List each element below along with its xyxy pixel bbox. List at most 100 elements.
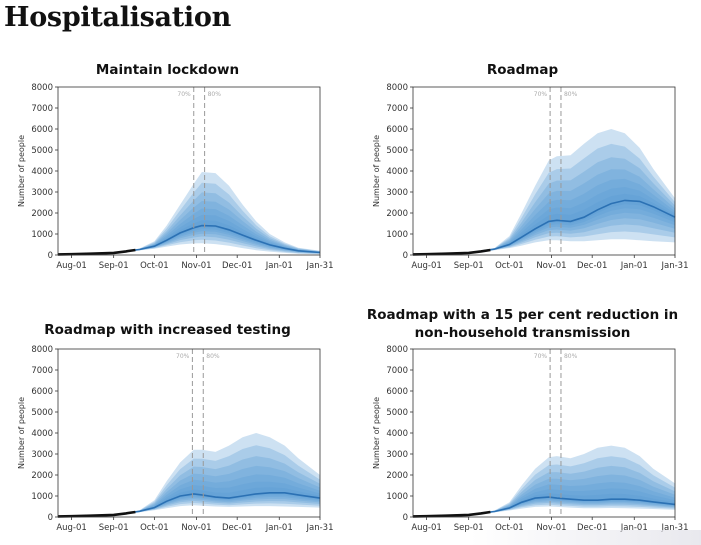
y-tick-label: 4000 <box>386 167 408 177</box>
y-axis-label: Number of people <box>372 397 381 469</box>
observed-line <box>57 510 136 518</box>
chart-title: Roadmap <box>486 62 559 78</box>
y-tick-label: 1000 <box>31 230 53 240</box>
y-tick-label: 0 <box>48 251 53 261</box>
uncertainty-band-2 <box>480 143 675 252</box>
y-tick-label: 0 <box>403 251 408 261</box>
x-tick-label: Nov-01 <box>181 261 211 271</box>
y-tick-label: 0 <box>403 513 408 523</box>
scan-fade-strip <box>470 530 701 545</box>
chart-title: Roadmap with increased testing <box>44 322 291 338</box>
chart-plot: 70% 80% 0 1000 2000 3000 4000 5000 6000 7000 8000 A… <box>17 83 334 271</box>
x-tick-label: Sep-01 <box>99 523 129 533</box>
x-tick-label: Aug-01 <box>56 523 86 533</box>
x-tick-label: Oct-01 <box>495 261 524 271</box>
y-tick-label: 6000 <box>386 387 408 397</box>
y-tick-label: 7000 <box>31 104 53 114</box>
chart-title: Maintain lockdown <box>95 62 240 78</box>
y-tick-label: 2000 <box>386 471 408 481</box>
x-tick-label: Dec-01 <box>577 261 607 271</box>
chart-title-line-2: non-household transmission <box>414 325 631 341</box>
chart-panel-reduced-transmission: Roadmap with a 15 per cent reduction in … <box>355 307 690 545</box>
y-tick-label: 8000 <box>386 345 408 355</box>
uncertainty-band-7 <box>480 493 675 514</box>
observed-line <box>57 248 136 256</box>
uncertainty-band-5 <box>125 208 321 253</box>
y-tick-label: 1000 <box>31 492 53 502</box>
y-tick-label: 8000 <box>31 345 53 355</box>
vaccination-marker-label: 70% <box>177 91 191 98</box>
uncertainty-band-4 <box>480 169 675 252</box>
x-tick-label: Jan-31 <box>661 523 689 533</box>
y-tick-label: 5000 <box>31 408 53 418</box>
x-tick-label: Jan-01 <box>620 261 648 271</box>
chart-panel-maintain-lockdown: Maintain lockdown 70% 80% 0 1000 2000 3000 400… <box>0 58 335 283</box>
vaccination-marker-label: 70% <box>534 91 548 98</box>
x-tick-label: Oct-01 <box>140 523 169 533</box>
y-axis-label: Number of people <box>17 397 26 469</box>
vaccination-marker-label: 80% <box>208 91 222 98</box>
y-tick-label: 3000 <box>386 188 408 198</box>
y-tick-label: 4000 <box>31 429 53 439</box>
uncertainty-band-1 <box>125 172 321 255</box>
y-tick-label: 4000 <box>31 167 53 177</box>
x-tick-label: Nov-01 <box>536 261 566 271</box>
y-tick-label: 7000 <box>31 366 53 376</box>
uncertainty-band-1 <box>480 445 675 514</box>
uncertainty-band-3 <box>125 192 321 254</box>
x-tick-label: Nov-01 <box>536 523 566 533</box>
y-tick-label: 5000 <box>386 146 408 156</box>
x-tick-label: Jan-01 <box>265 261 293 271</box>
chart-title: Roadmap with a 15 per cent reduction in … <box>355 306 690 342</box>
y-tick-label: 3000 <box>31 450 53 460</box>
y-tick-label: 6000 <box>31 387 53 397</box>
x-tick-label: Jan-01 <box>620 523 648 533</box>
x-tick-label: Oct-01 <box>495 523 524 533</box>
x-tick-label: Dec-01 <box>222 523 252 533</box>
uncertainty-band-3 <box>480 465 675 514</box>
chart-title-line-1: Roadmap with a 15 per cent reduction in <box>366 307 679 323</box>
vaccination-marker-label: 80% <box>564 353 578 360</box>
uncertainty-band-4 <box>125 201 321 254</box>
uncertainty-band-6 <box>125 214 321 253</box>
chart-plot: 70% 80% 0 1000 2000 3000 4000 5000 6000 7000 8000 A… <box>17 345 334 533</box>
median-line <box>480 199 676 252</box>
x-tick-label: Jan-31 <box>306 523 334 533</box>
chart-plot: 70% 80% 0 1000 2000 3000 4000 5000 6000 7000 8000 A… <box>372 345 689 533</box>
y-tick-label: 8000 <box>31 83 53 93</box>
uncertainty-band-6 <box>480 488 675 514</box>
uncertainty-band-3 <box>125 456 321 514</box>
median-line <box>480 496 676 514</box>
x-tick-label: Jan-31 <box>306 261 334 271</box>
x-tick-label: Sep-01 <box>454 261 484 271</box>
median-line <box>125 492 321 514</box>
x-tick-label: Sep-01 <box>99 261 129 271</box>
vaccination-marker-label: 80% <box>564 91 578 98</box>
uncertainty-band-5 <box>480 482 675 514</box>
observed-line <box>412 248 491 256</box>
uncertainty-band-7 <box>125 487 321 514</box>
vaccination-marker-label: 80% <box>206 353 220 360</box>
y-tick-label: 0 <box>48 513 53 523</box>
median-line <box>125 224 321 254</box>
y-tick-label: 5000 <box>386 408 408 418</box>
y-tick-label: 4000 <box>386 429 408 439</box>
y-axis-label: Number of people <box>17 135 26 207</box>
x-tick-label: Dec-01 <box>577 523 607 533</box>
y-tick-label: 6000 <box>386 125 408 135</box>
y-tick-label: 2000 <box>31 209 53 219</box>
y-tick-label: 2000 <box>386 209 408 219</box>
uncertainty-band-5 <box>125 474 321 514</box>
vaccination-marker-label: 70% <box>534 353 548 360</box>
y-tick-label: 2000 <box>31 471 53 481</box>
x-tick-label: Sep-01 <box>454 523 484 533</box>
chart-plot: 70% 80% 0 1000 2000 3000 4000 5000 6000 7000 8000 A… <box>372 83 689 271</box>
uncertainty-band-2 <box>125 445 321 514</box>
chart-panel-roadmap: Roadmap 70% 80% 0 1000 2000 3000 4000 5000 6000 7… <box>355 58 690 283</box>
page-title: Hospitalisation <box>4 2 231 33</box>
y-tick-label: 5000 <box>31 146 53 156</box>
x-tick-label: Aug-01 <box>411 261 441 271</box>
y-tick-label: 7000 <box>386 104 408 114</box>
y-tick-label: 1000 <box>386 492 408 502</box>
observed-line <box>412 510 491 518</box>
